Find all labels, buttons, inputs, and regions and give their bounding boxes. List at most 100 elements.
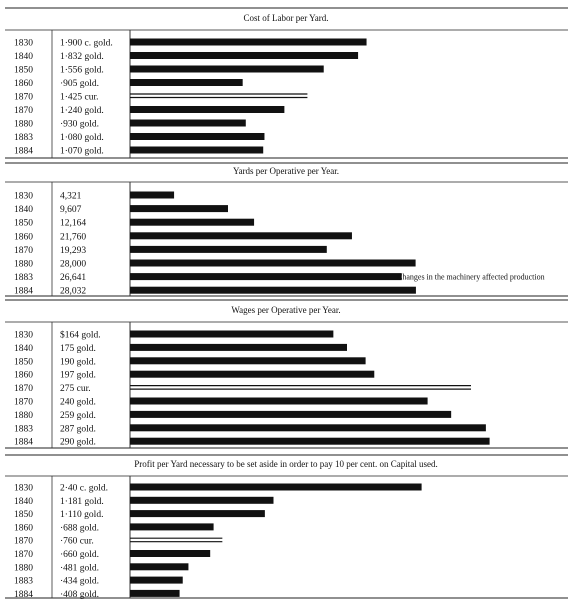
- row-value-label: $164 gold.: [60, 330, 101, 341]
- row-value-label: 12,164: [60, 219, 86, 229]
- row-year-label: 1884: [14, 147, 33, 157]
- row-year-label: 1840: [14, 497, 33, 507]
- row-value-label: 26,641: [60, 273, 86, 283]
- row-year-label: 1830: [14, 484, 33, 494]
- row-year-label: 1870: [14, 106, 33, 116]
- row-value-label: 275 cur.: [60, 384, 91, 394]
- bar-gold: [130, 397, 428, 405]
- bar-gold: [130, 245, 327, 253]
- row-value-label: 175 gold.: [60, 344, 96, 354]
- row-year-label: 1830: [14, 331, 33, 341]
- bar-gold: [130, 52, 359, 59]
- row-value-label: 4,321: [60, 192, 82, 202]
- row-value-label: ·905 gold.: [60, 79, 99, 89]
- row-year-label: 1840: [14, 52, 33, 62]
- bar-gold: [130, 79, 243, 86]
- row-year-label: 1830: [14, 39, 33, 49]
- row-value-label: ·481 gold.: [60, 563, 99, 573]
- bar-gold: [130, 191, 175, 199]
- bar-gold: [130, 437, 490, 445]
- panel-title: Wages per Operative per Year.: [231, 305, 340, 315]
- bar-gold: [130, 523, 214, 531]
- bar-gold: [130, 38, 367, 46]
- row-value-label: 2·40 c. gold.: [60, 484, 108, 494]
- row-value-label: 190 gold.: [60, 357, 96, 367]
- row-year-label: 1850: [14, 510, 33, 520]
- row-value-label: 1·832 gold.: [60, 52, 104, 62]
- bar-gold: [130, 106, 285, 113]
- row-value-label: ·434 gold.: [60, 577, 99, 587]
- row-value-label: ·408 gold.: [60, 590, 99, 600]
- row-year-label: 1860: [14, 371, 33, 381]
- row-year-label: 1860: [14, 523, 33, 533]
- row-year-label: 1870: [14, 550, 33, 560]
- bar-gold: [130, 232, 352, 240]
- row-value-label: ·760 cur.: [60, 537, 94, 547]
- row-year-label: 1870: [14, 93, 33, 103]
- row-year-label: 1850: [14, 357, 33, 367]
- row-value-label: 287 gold.: [60, 424, 96, 434]
- row-year-label: 1880: [14, 563, 33, 573]
- bar-gold: [130, 576, 183, 584]
- row-value-label: 19,293: [60, 246, 86, 256]
- row-value-label: 9,607: [60, 205, 82, 215]
- row-value-label: ·660 gold.: [60, 550, 99, 560]
- row-value-label: 1·425 cur.: [60, 93, 99, 103]
- bar-gold: [130, 259, 416, 267]
- row-value-label: 259 gold.: [60, 411, 96, 421]
- bar-gold: [130, 273, 402, 281]
- panel-title: Yards per Operative per Year.: [233, 166, 339, 176]
- bar-gold: [130, 410, 452, 418]
- bar-gold: [130, 218, 255, 226]
- bar-gold: [130, 550, 211, 557]
- panel-title: Profit per Yard necessary to be set asid…: [134, 459, 437, 469]
- row-year-label: 1860: [14, 79, 33, 89]
- row-year-label: 1884: [14, 590, 33, 600]
- row-year-label: 1870: [14, 398, 33, 408]
- row-value-label: 240 gold.: [60, 398, 96, 408]
- bar-gold: [130, 496, 274, 504]
- row-year-label: 1883: [14, 273, 33, 283]
- row-year-label: 1870: [14, 537, 33, 547]
- bar-gold: [130, 563, 189, 571]
- bar-gold: [130, 370, 375, 378]
- row-year-label: 1880: [14, 120, 33, 130]
- row-year-label: 1870: [14, 246, 33, 256]
- row-value-label: 197 gold.: [60, 371, 96, 381]
- bar-gold: [130, 119, 246, 127]
- row-value-label: 1·110 gold.: [60, 510, 103, 520]
- row-year-label: 1880: [14, 411, 33, 421]
- row-year-label: 1884: [14, 287, 33, 297]
- row-year-label: 1883: [14, 577, 33, 587]
- row-year-label: 1860: [14, 232, 33, 242]
- bar-gold: [130, 357, 366, 365]
- row-year-label: 1870: [14, 384, 33, 394]
- bar-gold: [130, 146, 264, 154]
- bar-gold: [130, 205, 228, 213]
- row-year-label: 1840: [14, 205, 33, 215]
- row-year-label: 1850: [14, 66, 33, 76]
- row-value-label: 290 gold.: [60, 438, 96, 448]
- row-year-label: 1830: [14, 192, 33, 202]
- row-year-label: 1840: [14, 344, 33, 354]
- row-value-label: 21,760: [60, 232, 86, 242]
- bar-gold: [130, 589, 180, 597]
- chart-annotation: Changes in the machinery affected produc…: [397, 273, 545, 282]
- row-value-label: 1·080 gold.: [60, 133, 104, 143]
- row-value-label: 1·556 gold.: [60, 66, 104, 76]
- bar-gold: [130, 343, 347, 351]
- bar-gold: [130, 510, 265, 518]
- bar-gold: [130, 65, 324, 73]
- bar-gold: [130, 133, 265, 140]
- row-year-label: 1880: [14, 260, 33, 270]
- row-value-label: 28,032: [60, 287, 86, 297]
- row-year-label: 1850: [14, 219, 33, 229]
- row-value-label: 1·181 gold.: [60, 497, 104, 507]
- row-value-label: 28,000: [60, 260, 86, 270]
- row-year-label: 1883: [14, 424, 33, 434]
- row-value-label: 1·240 gold.: [60, 106, 104, 116]
- row-value-label: ·930 gold.: [60, 120, 99, 130]
- bar-gold: [130, 424, 486, 432]
